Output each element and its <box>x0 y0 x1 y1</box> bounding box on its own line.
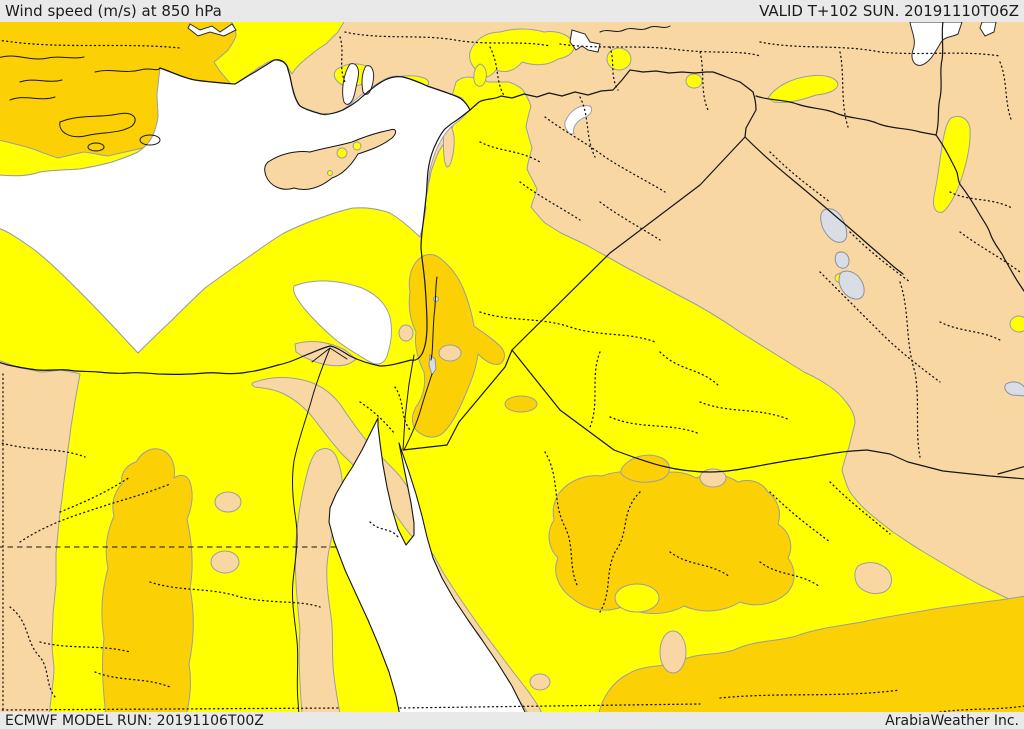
iraq-lake-4 <box>1004 381 1024 397</box>
lake-urmia-tip <box>979 22 997 37</box>
marmara-sea <box>187 23 237 37</box>
lake-egirdir <box>361 65 375 95</box>
sea-layer <box>0 59 526 712</box>
sea-of-galilee <box>433 296 439 302</box>
cyprus-island <box>264 129 397 191</box>
footer-bar: ECMWF MODEL RUN: 20191106T00Z ArabiaWeat… <box>0 712 1024 729</box>
lake-van <box>909 22 963 66</box>
red-sea <box>328 417 526 712</box>
iraq-lake-1 <box>820 208 848 243</box>
model-run-label: ECMWF MODEL RUN: 20191106T00Z <box>5 712 264 729</box>
valid-time-label: VALID T+102 SUN. 20191110T06Z <box>759 2 1019 20</box>
iraq-lake-3 <box>838 270 865 300</box>
map-title: Wind speed (m/s) at 850 hPa <box>5 2 222 20</box>
admin-boundaries-layer <box>0 31 1024 712</box>
header-bar: Wind speed (m/s) at 850 hPa VALID T+102 … <box>0 0 1024 22</box>
weather-map <box>0 22 1024 712</box>
salt-flat <box>564 105 593 135</box>
lakes-layer <box>187 22 1024 397</box>
iraq-lake-2 <box>834 251 850 269</box>
credit-label: ArabiaWeather Inc. <box>885 712 1019 729</box>
borders-layer <box>0 22 1024 712</box>
lake-beysehir <box>342 63 359 105</box>
